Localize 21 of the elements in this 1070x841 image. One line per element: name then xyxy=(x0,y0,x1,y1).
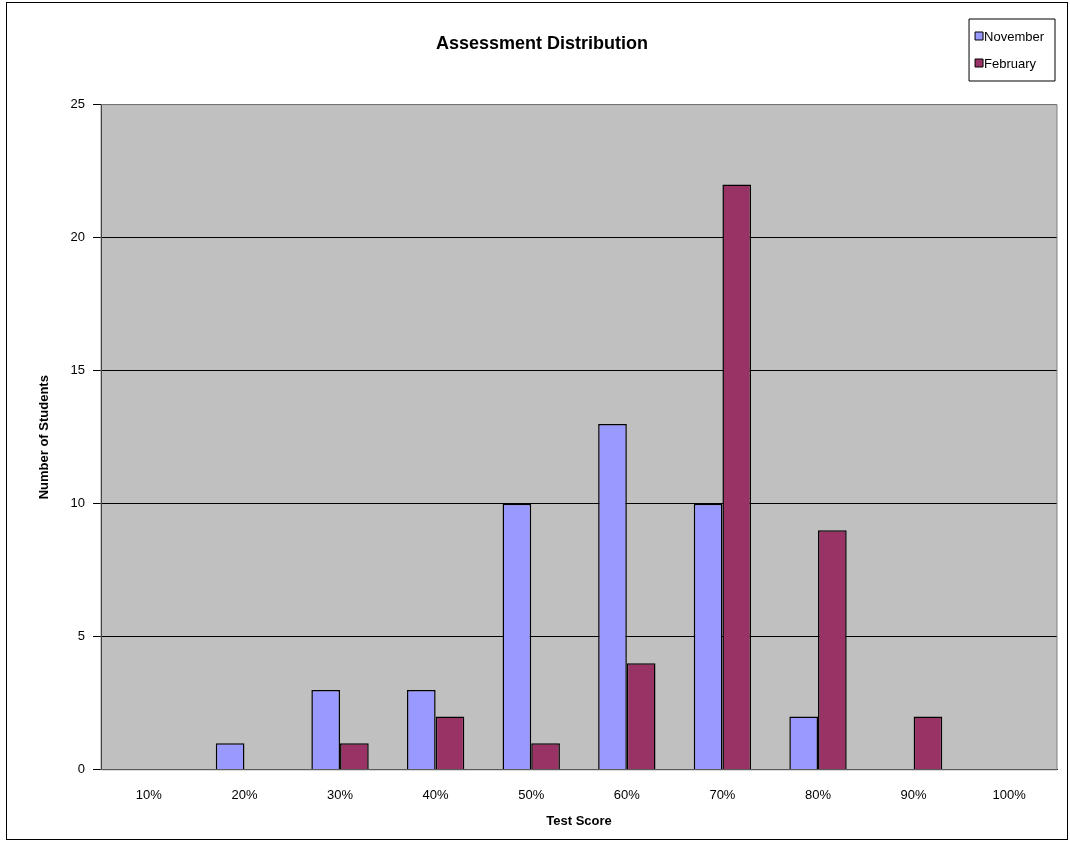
x-tick-label: 70% xyxy=(709,787,736,803)
x-axis-title: Test Score xyxy=(546,812,612,828)
y-tick-label: 10 xyxy=(70,495,86,511)
y-tick-label: 20 xyxy=(70,229,86,245)
x-tick-label: 60% xyxy=(613,787,641,803)
x-tick-label: 10% xyxy=(135,787,163,803)
x-tick-label: 30% xyxy=(327,787,354,803)
legend-label: November xyxy=(984,28,1045,44)
legend-label: February xyxy=(984,55,1037,71)
x-tick-label: 90% xyxy=(900,787,928,803)
x-tick-label: 40% xyxy=(422,787,450,803)
x-tick-label: 80% xyxy=(805,787,832,803)
x-tick-label: 50% xyxy=(518,787,545,803)
x-tick-label: 100% xyxy=(992,787,1027,803)
y-tick-label: 5 xyxy=(77,628,86,644)
chart-title: Assessment Distribution xyxy=(435,32,649,53)
x-tick-label: 20% xyxy=(231,787,258,803)
y-tick-label: 25 xyxy=(70,96,86,112)
y-axis-title: Number of Students xyxy=(36,375,52,500)
y-tick-label: 15 xyxy=(70,362,86,378)
y-tick-label: 0 xyxy=(77,761,86,777)
